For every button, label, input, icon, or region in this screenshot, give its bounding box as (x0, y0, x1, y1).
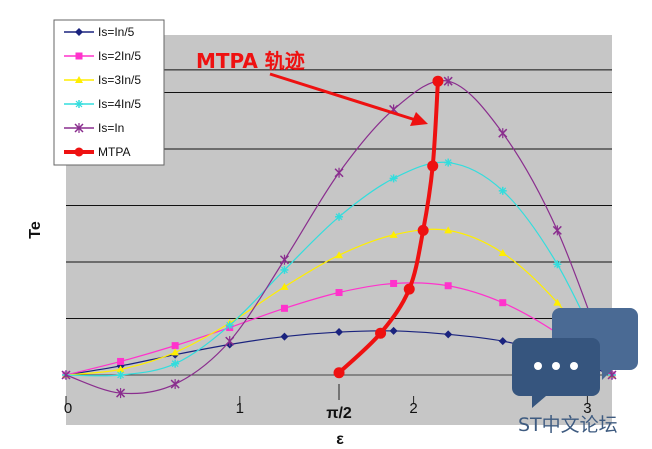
data-point (553, 260, 562, 269)
watermark-text: ST中文论坛 (518, 414, 618, 436)
data-point (171, 348, 180, 356)
data-point (427, 160, 439, 172)
legend-item: Is=In (64, 121, 124, 135)
data-point (498, 186, 507, 195)
marker-stroke (171, 360, 179, 368)
x-tick-label-pi-over-2: π/2 (326, 405, 352, 422)
annotation-arrow (269, 72, 423, 124)
data-point (444, 226, 453, 234)
legend-label: Is=In/5 (98, 25, 135, 39)
marker-stroke (335, 213, 343, 221)
data-point (280, 282, 289, 290)
bubble-dot (534, 362, 542, 370)
series-mtpa (333, 75, 444, 379)
data-point (498, 128, 508, 139)
marker-stroke (75, 100, 83, 108)
series-line (65, 161, 613, 377)
data-point (403, 283, 415, 295)
data-point (553, 298, 562, 306)
legend-item: MTPA (64, 145, 130, 159)
data-point (171, 359, 180, 368)
bubble-dot (552, 362, 560, 370)
data-point (61, 370, 71, 380)
data-point (444, 158, 453, 167)
data-point (390, 279, 398, 287)
marker-stroke (117, 371, 124, 379)
bubble-dot (570, 362, 578, 370)
data-point (552, 225, 562, 236)
data-point (375, 327, 387, 339)
data-point (389, 326, 398, 335)
marker-stroke (281, 266, 288, 274)
legend-marker (74, 147, 84, 157)
marker-stroke (226, 321, 234, 329)
data-point (116, 388, 126, 399)
x-tick-label: 0 (64, 400, 72, 417)
legend-marker (75, 100, 83, 108)
legend-label: Is=In (98, 121, 124, 135)
legend-marker (74, 123, 84, 133)
x-tick-label: 3 (583, 400, 591, 417)
data-point (432, 75, 444, 87)
legend-box (53, 19, 165, 166)
marker-stroke (553, 260, 561, 268)
x-tick-label: 1 (236, 400, 244, 417)
legend-item: Is=4In/5 (64, 97, 141, 111)
marker-stroke (444, 159, 452, 166)
legend-item: Is=In/5 (64, 25, 135, 39)
data-point (335, 328, 344, 337)
data-point (498, 248, 507, 256)
legend-label: MTPA (98, 145, 130, 159)
data-point (280, 332, 289, 341)
data-point (335, 251, 344, 259)
data-point (117, 357, 125, 365)
legend-marker (75, 52, 83, 60)
legend-marker (75, 76, 83, 83)
data-point (280, 304, 288, 312)
data-point (444, 282, 452, 290)
legend-label: Is=3In/5 (98, 73, 141, 87)
data-point (334, 167, 344, 178)
watermark: ST中文论坛 (512, 308, 638, 436)
data-point (389, 230, 398, 238)
x-tick-label: 2 (409, 400, 417, 417)
data-point (417, 224, 429, 236)
data-point (499, 299, 507, 307)
legend-item: Is=2In/5 (64, 49, 141, 63)
data-point (171, 342, 179, 350)
data-point (170, 379, 180, 390)
data-point (389, 174, 398, 183)
legend: Is=In/5 Is=2In/5 Is=3In/5 Is=4In/5 Is=In MTPA (53, 19, 165, 166)
data-point (335, 212, 344, 221)
marker-stroke (390, 174, 398, 182)
data-point (335, 289, 343, 297)
data-point (498, 337, 507, 346)
data-point (116, 365, 125, 373)
legend-items: Is=In/5 Is=2In/5 Is=3In/5 Is=4In/5 Is=In MTPA (64, 25, 141, 159)
data-point (279, 254, 289, 265)
data-point (443, 76, 453, 87)
legend-item: Is=3In/5 (64, 73, 141, 87)
series-is-4in-5 (62, 158, 616, 379)
data-point (225, 321, 234, 330)
data-point (444, 330, 453, 339)
y-axis-title: Te (27, 221, 44, 239)
data-point (280, 265, 289, 274)
marker-stroke (499, 187, 507, 195)
chat-bubble-icon-front (512, 338, 600, 408)
x-axis-title: ε (336, 431, 344, 448)
data-point (225, 336, 235, 347)
data-point (333, 367, 345, 379)
data-point (116, 371, 125, 379)
legend-label: Is=2In/5 (98, 49, 141, 63)
axes: 0 1 2 3 π/2 (64, 384, 592, 422)
annotation-arrowhead (410, 112, 428, 126)
mtpa-annotation: MTPA 轨迹 (196, 49, 305, 73)
legend-label: Is=4In/5 (98, 97, 141, 111)
legend-marker (75, 28, 83, 36)
